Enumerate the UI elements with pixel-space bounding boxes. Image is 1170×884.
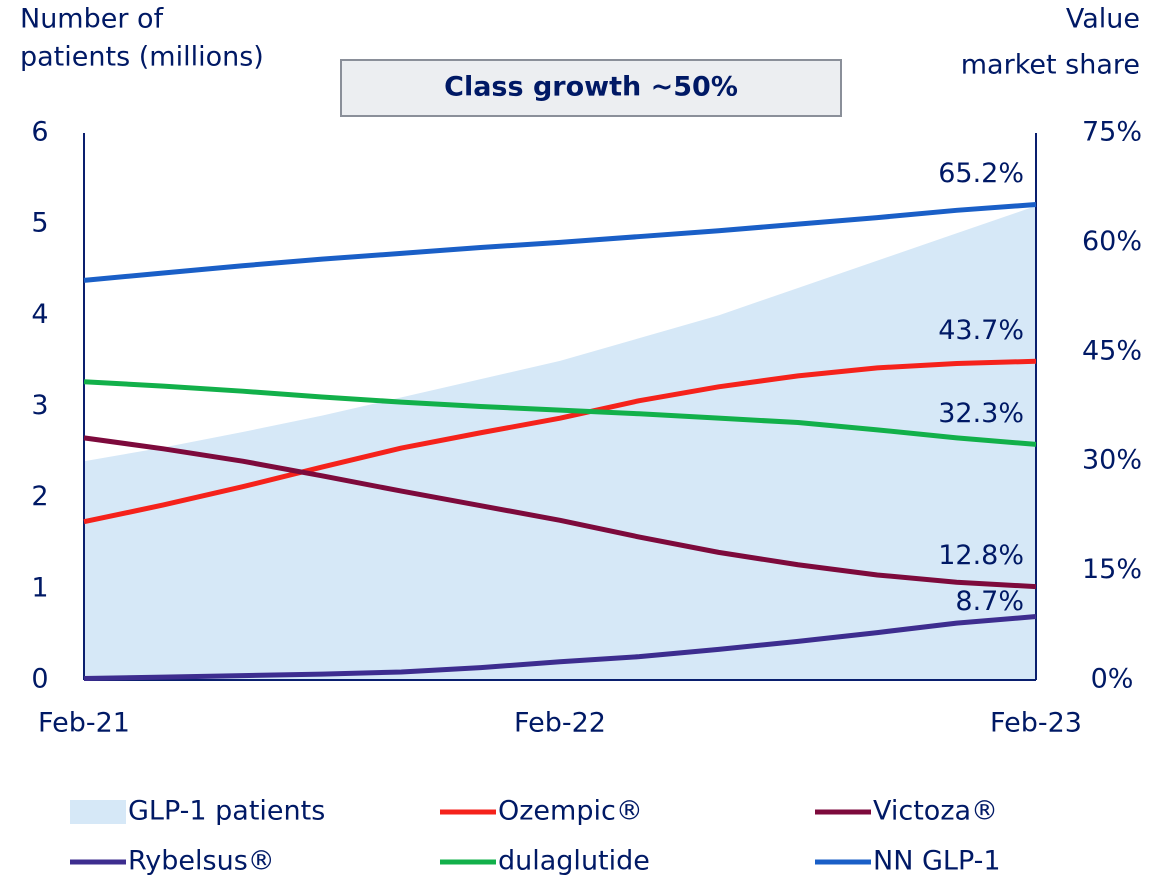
value-label: 65.2% [938, 158, 1024, 189]
y-tick-label: 1 [31, 572, 48, 603]
line [83, 201, 1037, 283]
x-tick-label: Feb-21 [38, 708, 130, 739]
y2-tick-label: 45% [1082, 335, 1142, 366]
y-axis-label: Number of [20, 4, 165, 35]
x-tick-label: Feb-23 [990, 708, 1082, 739]
annotation: Class growth ~50% [444, 72, 738, 103]
legend-label: Victoza® [873, 796, 998, 827]
y2-axis-label: market share [961, 50, 1140, 81]
y2-tick-label: 75% [1082, 117, 1142, 148]
y-tick-label: 4 [31, 299, 48, 330]
line [83, 379, 1037, 447]
legend-label: Ozempic® [498, 796, 643, 827]
line [83, 435, 1037, 590]
legend-label: Rybelsus® [128, 846, 275, 877]
legend-label: NN GLP-1 [873, 846, 1001, 877]
annotation-box [340, 59, 842, 117]
y2-tick-label: 60% [1082, 226, 1142, 257]
y-tick-label: 2 [31, 481, 48, 512]
y2-tick-label: 0% [1091, 664, 1134, 695]
y2-tick-label: 30% [1082, 445, 1142, 476]
legend-label: dulaglutide [498, 846, 650, 877]
y-tick-label: 5 [31, 208, 48, 239]
line [83, 358, 1037, 525]
value-label: 43.7% [938, 315, 1024, 346]
legend-label: GLP-1 patients [128, 796, 325, 827]
legend-swatch [70, 800, 126, 824]
area [84, 205, 1036, 680]
y2-axis-label: Value [1066, 4, 1140, 35]
y-tick-label: 3 [31, 390, 48, 421]
y2-tick-label: 15% [1082, 554, 1142, 585]
value-label: 12.8% [938, 540, 1024, 571]
x-tick-label: Feb-22 [514, 708, 606, 739]
line [83, 614, 1037, 682]
value-label: 32.3% [938, 398, 1024, 429]
y-axis-label: patients (millions) [20, 42, 264, 73]
y-tick-label: 6 [31, 117, 48, 148]
y-tick-label: 0 [31, 664, 48, 695]
value-label: 8.7% [955, 586, 1024, 617]
